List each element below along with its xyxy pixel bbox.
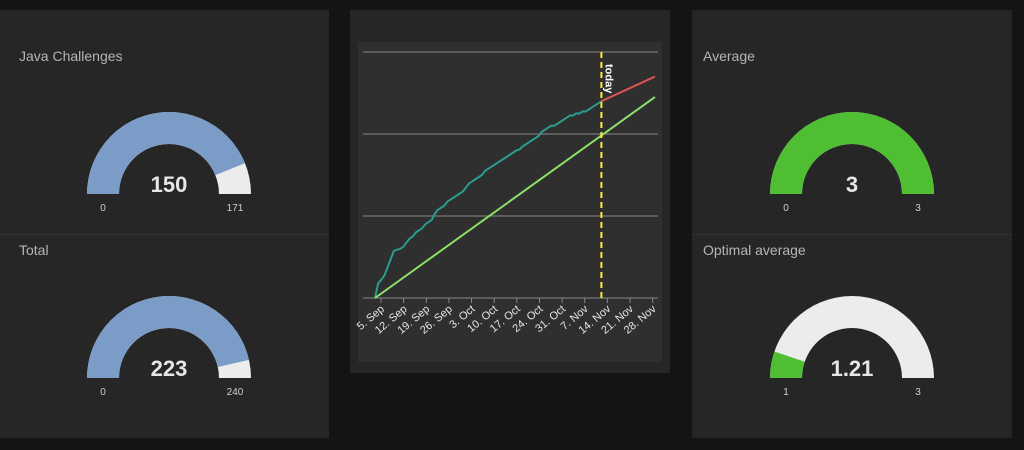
gauge: 150 0 171 xyxy=(87,111,251,214)
gauge-panel-java-challenges: Java Challenges 150 0 171 xyxy=(0,10,329,234)
widget-title: Average xyxy=(703,48,755,64)
gauge-max-label: 3 xyxy=(915,387,921,398)
series-line xyxy=(600,75,656,103)
chart-panel: 5. Sep 12. Sep 19. Sep 26. Sep 3. Oct 10. Oct… xyxy=(350,10,670,373)
widget-title: Java Challenges xyxy=(19,48,123,64)
series-line xyxy=(374,100,602,299)
today-label: today xyxy=(602,64,614,94)
widget-title: Total xyxy=(19,242,49,258)
gauge-min-label: 1 xyxy=(783,387,789,398)
widget-title: Optimal average xyxy=(703,242,806,258)
gauge: 223 0 240 xyxy=(87,296,251,398)
gauge-panel-total: Total 223 0 240 xyxy=(0,235,329,438)
gauge-value: 223 xyxy=(151,356,188,381)
divider xyxy=(0,234,329,235)
gauge-min-label: 0 xyxy=(100,203,106,214)
gauge-value: 1.21 xyxy=(831,356,874,381)
gauge-fill xyxy=(770,112,934,194)
gauge-track xyxy=(770,296,934,378)
gauge: 1.21 1 3 xyxy=(770,296,934,398)
gauge-panel-average: Average 3 0 3 xyxy=(692,10,1012,234)
gauge-fill xyxy=(87,111,245,194)
gauge-value: 150 xyxy=(151,172,188,197)
gauge-min-label: 0 xyxy=(783,203,789,214)
divider xyxy=(692,234,1012,235)
gauge: 3 0 3 xyxy=(770,112,934,214)
gauge-max-label: 3 xyxy=(915,203,921,214)
gauge-fill xyxy=(770,351,805,378)
gauge-fill xyxy=(87,296,249,378)
series-line xyxy=(374,96,656,299)
gauge-min-label: 0 xyxy=(100,387,106,398)
gauge-max-label: 240 xyxy=(227,387,244,398)
gauge-panel-optimal-average: Optimal average 1.21 1 3 xyxy=(692,235,1012,438)
gauge-value: 3 xyxy=(846,172,858,197)
gauge-max-label: 171 xyxy=(227,203,244,214)
